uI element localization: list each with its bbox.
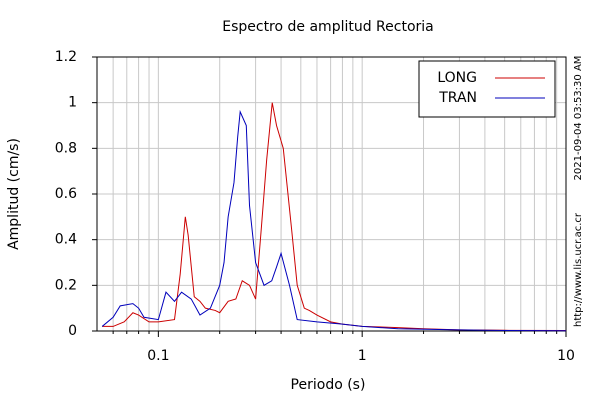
timestamp: 2021-09-04 03:53:30 AM — [573, 56, 584, 181]
data-line — [101, 109, 567, 332]
y-tick-label: 0 — [68, 323, 77, 339]
x-tick-label: 10 — [557, 348, 575, 364]
y-tick-label: 1.2 — [55, 49, 77, 65]
y-tick-label: 0.6 — [55, 186, 77, 202]
y-tick-label: 0.2 — [55, 277, 77, 293]
y-axis-label: Amplitud (cm/s) — [6, 138, 22, 250]
legend-label: TRAN — [438, 90, 477, 106]
y-tick-label: 1 — [68, 95, 77, 111]
x-tick-label: 0.1 — [147, 348, 169, 364]
source-url: http://www.lis.ucr.ac.cr — [573, 212, 584, 327]
y-tick-label: 0.4 — [55, 232, 77, 248]
x-tick-label: 1 — [358, 348, 367, 364]
plot-frame — [96, 56, 567, 332]
y-tick-label: 0.8 — [55, 140, 77, 156]
legend-label: LONG — [437, 70, 477, 86]
legend-box — [418, 60, 556, 118]
chart-title: Espectro de amplitud Rectoria — [222, 19, 434, 35]
x-axis-label: Periodo (s) — [291, 377, 366, 393]
